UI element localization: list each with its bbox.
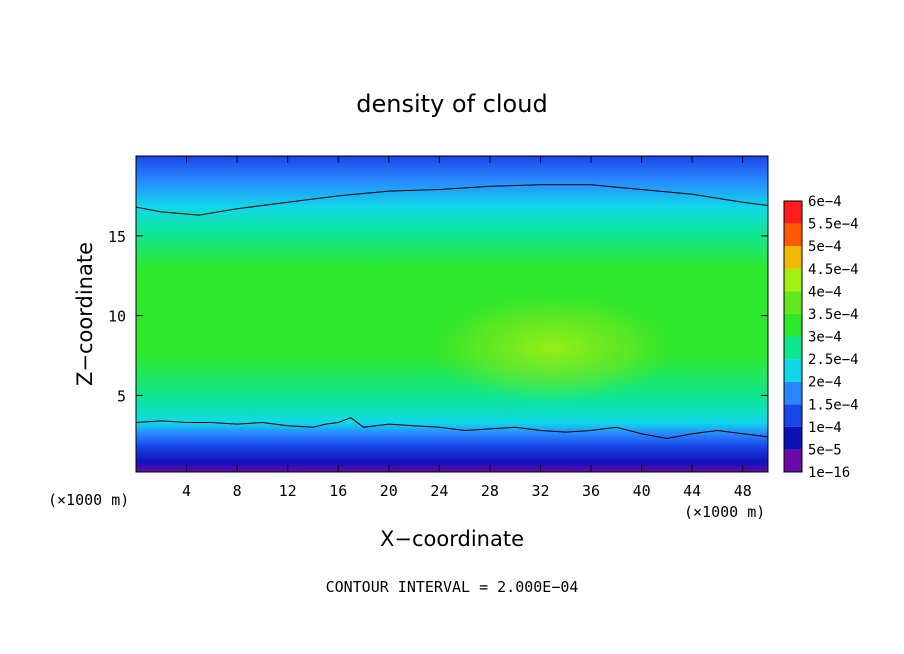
x-tick-label: 40 <box>633 482 651 500</box>
colorbar-label: 4.5e−4 <box>808 262 859 278</box>
colorbar-swatch <box>784 246 802 269</box>
colorbar-swatch <box>784 381 802 405</box>
colorbar-swatch <box>784 336 802 360</box>
x-tick-label: 20 <box>380 482 398 500</box>
colorbar-swatch <box>784 268 802 292</box>
y-tick-label: 15 <box>108 228 126 246</box>
colorbar-swatch <box>784 201 802 224</box>
chart-title: density of cloud <box>356 90 547 118</box>
colorbar-label: 2.5e−4 <box>808 352 859 368</box>
y-tick-label: 5 <box>117 387 126 405</box>
x-tick-label: 12 <box>279 482 297 500</box>
colorbar-label: 5.5e−4 <box>808 217 859 233</box>
colorbar-swatch <box>784 223 802 247</box>
colorbar-label: 6e−4 <box>808 194 842 210</box>
contour-line-2 <box>136 417 768 440</box>
x-tick-label: 4 <box>182 482 191 500</box>
colorbar-label: 5e−5 <box>808 442 842 458</box>
colorbar-swatch <box>784 313 802 337</box>
colorbar-label: 3e−4 <box>808 330 842 346</box>
x-axis-ticks: 4 8 12 16 20 24 28 32 36 40 44 48 <box>182 156 752 500</box>
colorbar-frame <box>783 200 803 473</box>
contour-interval-note: CONTOUR INTERVAL = 2.000E−04 <box>326 578 579 596</box>
colorbar-label: 1e−4 <box>808 420 842 436</box>
y-axis-ticks: 5 10 15 <box>108 228 768 405</box>
contour-line-1 <box>136 184 768 216</box>
x-tick-label: 36 <box>582 482 600 500</box>
colorbar-label: 1.5e−4 <box>808 397 859 413</box>
colorbar-swatch <box>784 291 802 314</box>
colorbar-label: 5e−4 <box>808 239 842 255</box>
density-maximum-region <box>426 291 680 404</box>
x-tick-label: 24 <box>430 482 448 500</box>
colorbar-label: 4e−4 <box>808 284 842 300</box>
colorbar-swatch <box>784 449 802 472</box>
x-axis-unit-left: (×1000 m) <box>48 491 129 509</box>
colorbar-label: 1e−16 <box>808 465 850 481</box>
plot-frame <box>135 155 769 473</box>
x-axis-label: X−coordinate <box>380 527 524 551</box>
colorbar-swatch <box>784 426 802 450</box>
colorbar: 1e−16 5e−5 1e−4 1.5e−4 2e−4 2.5e−4 3e−4 3.5e−4 4… <box>783 194 859 481</box>
x-tick-label: 28 <box>481 482 499 500</box>
colorbar-swatch <box>784 404 802 427</box>
colorbar-label: 3.5e−4 <box>808 307 859 323</box>
x-axis-unit-right: (×1000 m) <box>684 503 765 521</box>
y-tick-label: 10 <box>108 308 126 326</box>
x-tick-label: 32 <box>531 482 549 500</box>
x-tick-label: 48 <box>734 482 752 500</box>
x-tick-label: 8 <box>233 482 242 500</box>
x-tick-label: 44 <box>683 482 701 500</box>
contour-lines <box>136 184 768 440</box>
x-tick-label: 16 <box>329 482 347 500</box>
y-axis-label: Z−coordinate <box>73 242 97 386</box>
colorbar-label: 2e−4 <box>808 375 842 391</box>
colorbar-swatch <box>784 359 802 382</box>
